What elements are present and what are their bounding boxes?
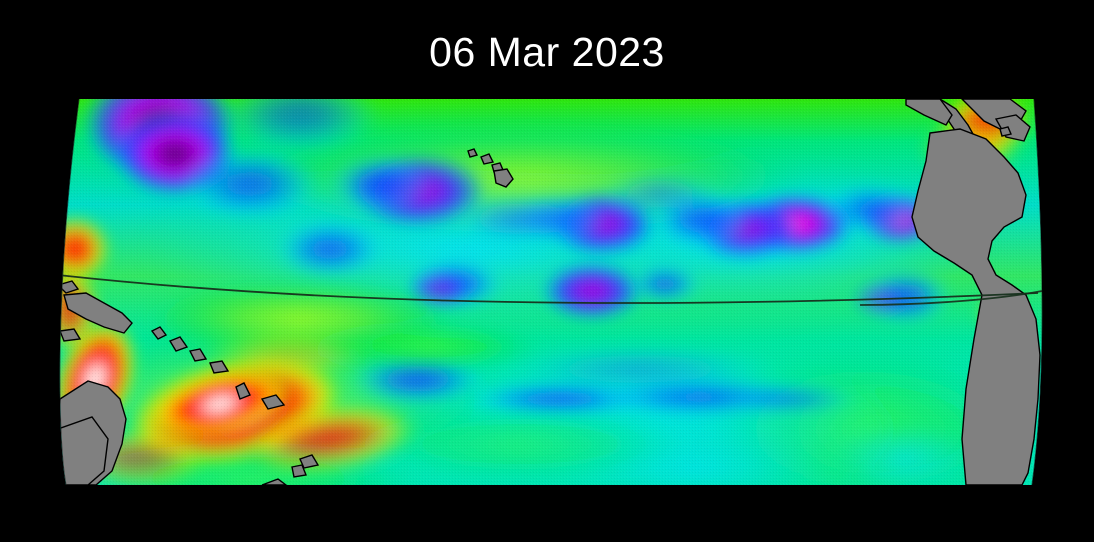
land-layer (59, 99, 1041, 485)
dither-overlay (59, 99, 1043, 485)
land-new-guinea (63, 292, 133, 334)
globe-limb-outline-right (1031, 99, 1043, 485)
title-bar: 06 Mar 2023 (0, 0, 1094, 99)
land-solomon-islands-3 (188, 348, 208, 362)
map-canvas[interactable] (0, 99, 1094, 485)
land-new-caledonia (260, 394, 286, 410)
equator-line (59, 274, 1039, 304)
land-fiji-2 (291, 464, 307, 478)
land-solomon-islands-2 (168, 336, 189, 352)
land-island-revillagigedo (999, 126, 1012, 137)
land-hawaii-oahu (480, 153, 495, 165)
page-title: 06 Mar 2023 (429, 29, 665, 75)
land-indonesia-fragment-2 (59, 328, 82, 342)
land-mexico-coast (905, 99, 953, 126)
globe-limb-outline (59, 99, 80, 485)
land-central-and-south-america (911, 128, 1041, 485)
land-solomon-islands (150, 326, 168, 340)
globe-disc[interactable] (0, 99, 1070, 485)
land-indonesia-fragment-1 (59, 280, 80, 294)
land-solomon-islands-4 (209, 360, 230, 374)
land-vanuatu (235, 382, 251, 400)
land-australia-southwest (59, 416, 109, 485)
footer-bar (0, 485, 1094, 542)
land-hawaii-bigisland (493, 168, 514, 188)
sea-surface-anomaly-heatmap[interactable] (0, 99, 1094, 485)
land-hawaii-kauai (467, 148, 479, 158)
equator-line-east (859, 290, 1043, 306)
land-island-south (261, 478, 289, 485)
